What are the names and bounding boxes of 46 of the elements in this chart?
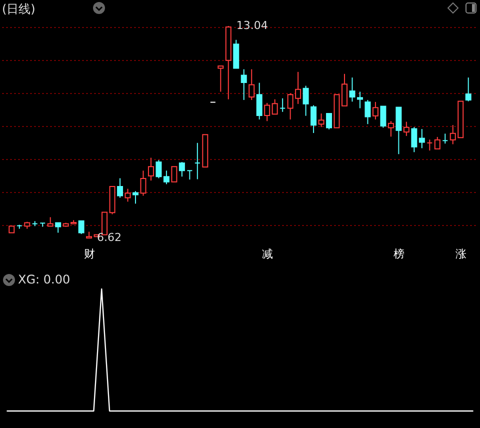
candlestick <box>248 68 255 100</box>
candlestick <box>310 104 317 134</box>
candlestick <box>418 128 425 149</box>
candlestick <box>163 170 170 185</box>
candlestick <box>140 170 146 196</box>
candlestick <box>388 120 394 138</box>
candlestick <box>349 77 356 102</box>
candlestick <box>364 99 371 125</box>
x-tick-label: 榜 <box>394 248 405 260</box>
candlestick <box>272 98 278 115</box>
chart-title: (日线) <box>2 2 36 16</box>
candlestick <box>411 126 418 153</box>
candlestick <box>442 133 448 144</box>
candlestick <box>194 142 200 180</box>
candlestick <box>326 113 332 130</box>
candlestick <box>426 139 433 151</box>
candlestick <box>178 162 185 178</box>
candlestick <box>256 82 262 120</box>
candlestick <box>356 91 363 109</box>
candlestick <box>55 222 62 234</box>
candlestick <box>465 77 472 102</box>
candlestick <box>240 68 247 100</box>
candlestick <box>403 121 410 136</box>
candlestick <box>171 166 178 182</box>
candlestick <box>148 157 154 182</box>
candlestick <box>264 102 270 122</box>
candlestick <box>124 188 131 202</box>
candlestick <box>280 98 286 112</box>
candlestick <box>117 178 124 198</box>
candlestick <box>156 160 162 179</box>
candlestick <box>372 101 378 120</box>
candlestick <box>380 106 386 128</box>
x-tick-label: 减 <box>262 248 274 260</box>
annotation: 6.62 <box>97 231 122 244</box>
candlestick <box>396 106 402 155</box>
candlestick <box>40 222 46 228</box>
candlestick <box>78 220 84 235</box>
annotation: 13.04 <box>236 19 268 32</box>
chart-title: XG: 0.00 <box>18 272 70 286</box>
candlestick <box>302 85 309 116</box>
candlestick <box>186 170 193 180</box>
x-tick-label: 涨 <box>456 248 467 260</box>
candlestick <box>318 113 324 128</box>
x-tick-label: 财 <box>84 248 96 260</box>
candlestick <box>218 65 224 92</box>
candlestick <box>434 136 440 150</box>
